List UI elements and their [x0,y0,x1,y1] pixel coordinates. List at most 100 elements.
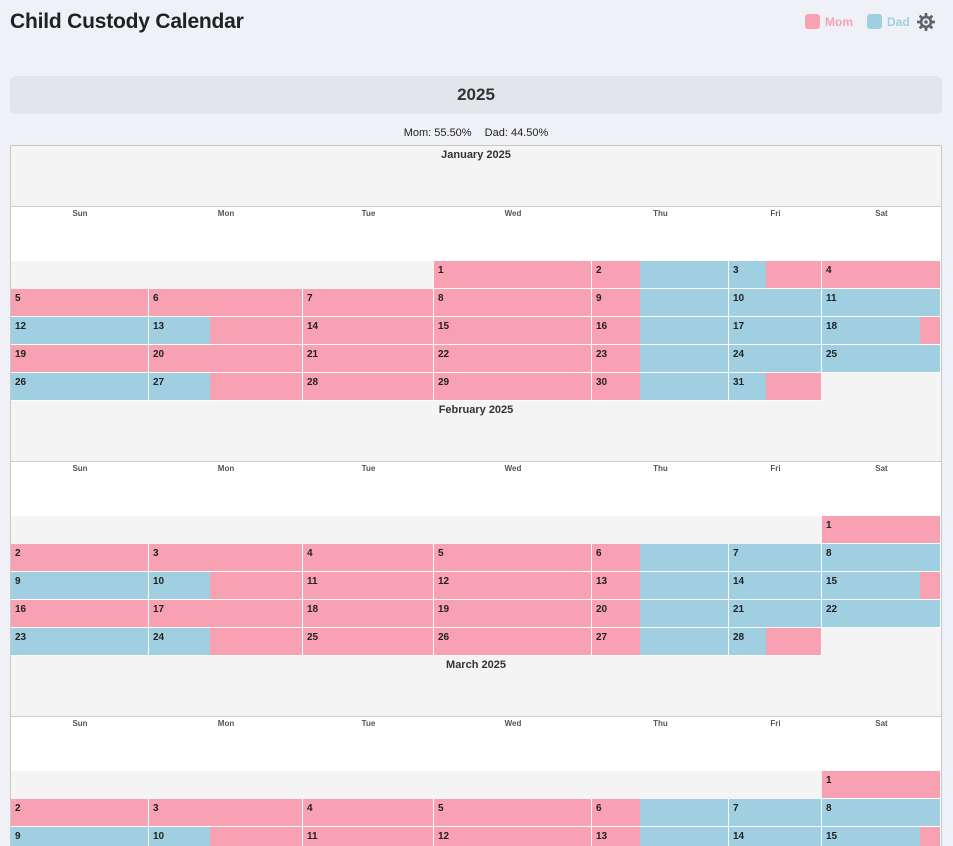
week-row: 5 6 7 8 9 10 11 [11,289,941,317]
day-cell[interactable]: 29 [434,373,592,401]
custody-segment [639,544,728,571]
day-cell[interactable]: 5 [434,799,592,827]
day-cell[interactable]: 27 [149,373,303,401]
day-cell[interactable]: 7 [729,799,822,827]
day-cell[interactable]: 25 [303,628,434,656]
day-number: 8 [826,548,832,559]
day-cell[interactable]: 7 [729,544,822,572]
day-cell[interactable]: 17 [149,600,303,628]
day-cell[interactable]: 16 [11,600,149,628]
day-cell[interactable]: 17 [729,317,822,345]
day-cell[interactable]: 11 [303,827,434,846]
day-cell[interactable]: 26 [11,373,149,401]
day-cell[interactable]: 13 [592,572,729,600]
day-number: 26 [438,632,450,643]
day-cell[interactable]: 23 [592,345,729,373]
day-cell[interactable]: 10 [729,289,822,317]
day-cell[interactable]: 1 [822,771,941,799]
custody-segment [639,345,728,372]
legend-dad[interactable]: Dad [867,14,910,29]
day-cell[interactable]: 15 [434,317,592,345]
custody-segment [639,261,728,288]
settings-button[interactable] [916,12,936,32]
day-cell[interactable]: 13 [149,317,303,345]
custody-segment [592,345,640,372]
day-cell[interactable]: 7 [303,289,434,317]
day-cell[interactable]: 19 [11,345,149,373]
day-cell[interactable]: 4 [303,544,434,572]
day-cell[interactable]: 24 [729,345,822,373]
day-cell[interactable]: 24 [149,628,303,656]
day-cell[interactable]: 19 [434,600,592,628]
day-cell[interactable]: 20 [149,345,303,373]
custody-segment [639,600,728,627]
day-number: 24 [733,349,745,360]
weekday-label: Fri [770,209,781,218]
day-cell[interactable]: 22 [434,345,592,373]
custody-segment [592,544,640,571]
day-cell[interactable]: 11 [303,572,434,600]
day-cell[interactable]: 18 [303,600,434,628]
day-cell[interactable]: 28 [729,628,822,656]
day-cell[interactable]: 23 [11,628,149,656]
day-cell[interactable]: 21 [303,345,434,373]
day-cell[interactable]: 1 [434,261,592,289]
day-cell[interactable]: 25 [822,345,941,373]
day-cell[interactable]: 13 [592,827,729,846]
day-cell[interactable]: 12 [434,827,592,846]
day-cell[interactable]: 4 [822,261,941,289]
day-cell[interactable]: 22 [822,600,941,628]
day-number: 2 [596,265,602,276]
day-cell[interactable]: 6 [592,544,729,572]
day-number: 21 [307,349,319,360]
day-cell[interactable]: 14 [303,317,434,345]
day-number: 2 [15,548,21,559]
day-cell[interactable]: 8 [822,799,941,827]
week-row: 16 17 18 19 20 21 22 [11,600,941,628]
day-cell[interactable]: 6 [149,289,303,317]
day-cell[interactable]: 11 [822,289,941,317]
day-cell[interactable]: 12 [434,572,592,600]
month-title: January 2025 [441,149,511,161]
day-cell[interactable]: 20 [592,600,729,628]
day-cell[interactable]: 3 [149,799,303,827]
day-cell[interactable]: 12 [11,317,149,345]
day-number: 4 [826,265,832,276]
day-cell[interactable]: 21 [729,600,822,628]
day-cell[interactable]: 2 [11,799,149,827]
day-cell[interactable]: 18 [822,317,941,345]
legend-mom[interactable]: Mom [805,14,853,29]
day-cell[interactable]: 5 [11,289,149,317]
day-cell[interactable]: 28 [303,373,434,401]
day-cell[interactable]: 9 [11,827,149,846]
day-cell[interactable]: 3 [149,544,303,572]
day-cell[interactable]: 14 [729,827,822,846]
day-number: 22 [826,604,838,615]
week-row: 26 27 28 29 30 31 [11,373,941,401]
day-cell[interactable]: 2 [592,261,729,289]
day-number: 13 [596,576,608,587]
day-cell[interactable]: 4 [303,799,434,827]
day-cell[interactable]: 8 [822,544,941,572]
day-cell[interactable]: 15 [822,827,941,846]
day-cell[interactable]: 9 [592,289,729,317]
day-cell[interactable]: 27 [592,628,729,656]
day-number: 15 [826,831,838,842]
day-cell[interactable]: 8 [434,289,592,317]
day-cell[interactable]: 6 [592,799,729,827]
day-cell[interactable]: 10 [149,827,303,846]
day-cell[interactable]: 30 [592,373,729,401]
day-cell[interactable]: 26 [434,628,592,656]
day-cell[interactable]: 5 [434,544,592,572]
day-cell[interactable]: 15 [822,572,941,600]
day-cell[interactable]: 2 [11,544,149,572]
day-cell[interactable]: 9 [11,572,149,600]
day-cell[interactable]: 1 [822,516,941,544]
day-cell[interactable]: 14 [729,572,822,600]
day-cell[interactable]: 31 [729,373,822,401]
dad-color-swatch [867,14,882,29]
day-cell[interactable]: 3 [729,261,822,289]
day-number: 23 [596,349,608,360]
day-cell[interactable]: 10 [149,572,303,600]
day-cell[interactable]: 16 [592,317,729,345]
